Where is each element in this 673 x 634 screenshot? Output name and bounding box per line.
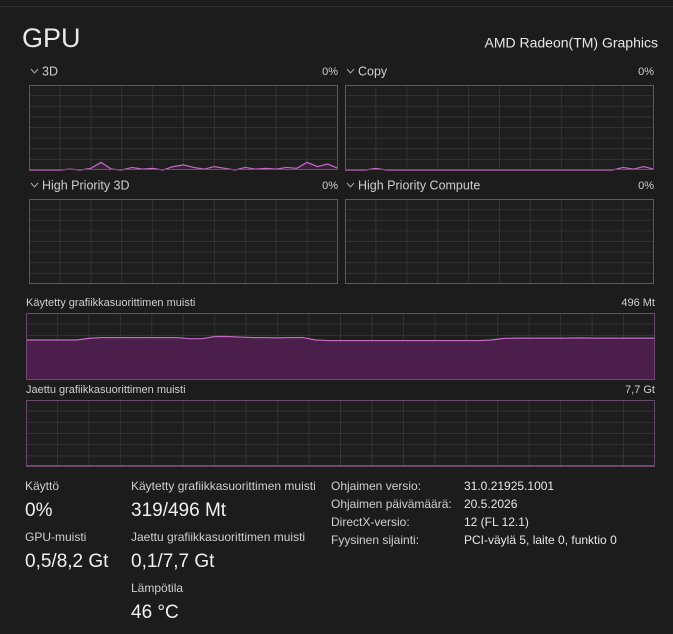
detail-label: Ohjaimen versio: [331,479,421,493]
graph-value-label: 0% [638,66,654,78]
detail-value: 20.5.2026 [464,497,518,511]
chevron [30,182,39,188]
stat-value: 319/496 Mt [131,500,227,521]
detail-label: Fyysinen sijainti: [331,533,419,547]
detail-label: DirectX-versio: [331,515,410,529]
graph-border [345,85,654,170]
chevron [346,68,355,74]
graph-value-label: 0% [638,180,654,192]
stat-label: Lämpötila [131,581,183,595]
graph-label: High Priority 3D [42,178,130,192]
stat-label: GPU-muisti [25,530,86,544]
stat-label: Jaettu grafiikkasuorittimen muisti [131,530,305,544]
title: GPU [22,23,81,53]
stat-value: 0% [25,500,53,521]
graph-label: Jaettu grafiikkasuorittimen muisti [26,384,186,396]
chevron [346,182,355,188]
graph-border [29,199,338,284]
stat-label: Käyttö [25,479,59,493]
graph-value-label: 496 Mt [621,297,655,309]
detail-value: PCI-väylä 5, laite 0, funktio 0 [464,533,617,547]
stat-label: Käytetty grafiikkasuorittimen muisti [131,479,316,493]
stat-value: 46 °C [131,602,179,623]
graph-line [26,335,655,342]
stat-value: 0,5/8,2 Gt [25,551,109,572]
stat-value: 0,1/7,7 Gt [131,551,215,572]
detail-value: 31.0.21925.1001 [464,479,554,493]
graph-border [345,199,654,284]
graph-border [26,400,655,467]
graph-value-label: 0% [322,66,338,78]
chevron [30,68,39,74]
detail-label: Ohjaimen päivämäärä: [331,497,452,511]
graph-label: Copy [358,64,388,78]
graph-value-label: 7,7 Gt [625,384,655,396]
graph-label: 3D [42,64,58,78]
graph-border [26,313,655,380]
graph-value-label: 0% [322,180,338,192]
detail-value: 12 (FL 12.1) [464,515,529,529]
adapter-name: AMD Radeon(TM) Graphics [485,35,659,51]
graph-label: Käytetty grafiikkasuorittimen muisti [26,297,195,309]
memory-area [26,336,655,380]
graph-border [29,85,338,170]
usage-area [29,162,338,170]
graph-label: High Priority Compute [358,178,480,192]
